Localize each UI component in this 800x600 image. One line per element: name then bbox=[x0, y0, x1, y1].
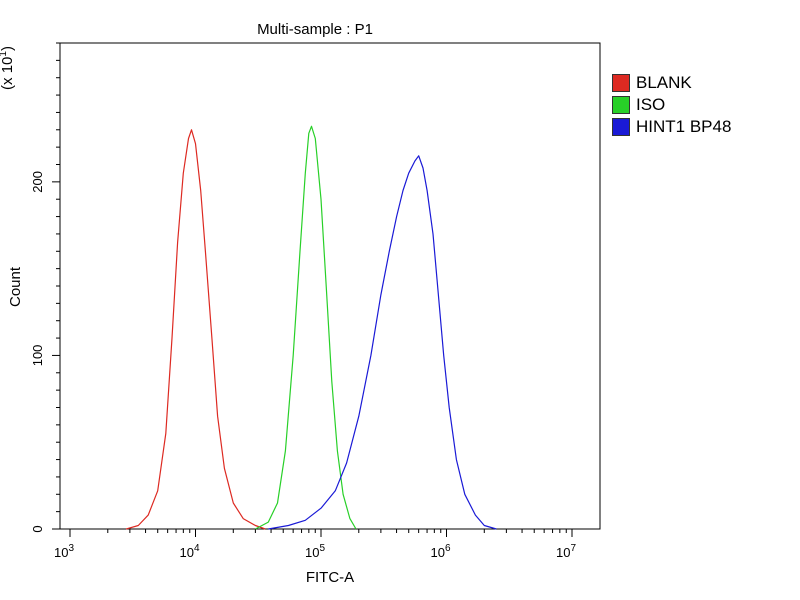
y-axis-label: Count bbox=[7, 266, 24, 307]
legend: BLANK ISO HINT1 BP48 bbox=[612, 72, 731, 138]
legend-swatch-hint1 bbox=[612, 118, 630, 136]
x-tick-label: 103 bbox=[54, 543, 74, 560]
y-multiplier-label: (x 101) bbox=[0, 46, 16, 90]
y-tick-label: 0 bbox=[30, 525, 45, 532]
x-tick-label: 105 bbox=[305, 543, 325, 560]
legend-swatch-blank bbox=[612, 74, 630, 92]
legend-item-blank: BLANK bbox=[612, 72, 731, 94]
chart-title: Multi-sample : P1 bbox=[257, 21, 373, 38]
legend-swatch-iso bbox=[612, 96, 630, 114]
legend-item-iso: ISO bbox=[612, 94, 731, 116]
x-tick-label: 107 bbox=[556, 543, 576, 560]
x-tick-label: 104 bbox=[179, 543, 199, 560]
plot-frame bbox=[59, 42, 601, 530]
x-axis-label: FITC-A bbox=[306, 569, 354, 586]
series-line-hint1-bp48 bbox=[268, 155, 497, 530]
legend-label-iso: ISO bbox=[636, 95, 666, 114]
x-tick-label: 106 bbox=[430, 543, 450, 560]
legend-label-blank: BLANK bbox=[636, 73, 692, 92]
series-line-blank bbox=[125, 129, 266, 530]
axis-ticks: 103 104 105 106 107 0 100 200 bbox=[30, 42, 576, 560]
y-tick-label: 100 bbox=[30, 345, 45, 367]
series-line-iso bbox=[255, 125, 357, 530]
legend-item-hint1: HINT1 BP48 bbox=[612, 116, 731, 138]
series-layer bbox=[125, 125, 497, 530]
legend-label-hint1: HINT1 BP48 bbox=[636, 117, 732, 136]
y-tick-label: 200 bbox=[30, 171, 45, 193]
